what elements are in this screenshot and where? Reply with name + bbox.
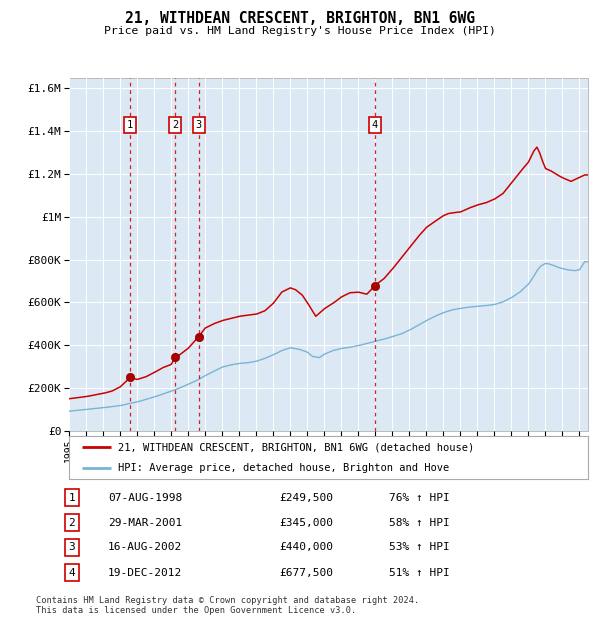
Text: £677,500: £677,500 — [279, 568, 333, 578]
Text: 3: 3 — [68, 542, 75, 552]
Text: 53% ↑ HPI: 53% ↑ HPI — [389, 542, 450, 552]
Text: 1: 1 — [127, 120, 133, 130]
Text: 4: 4 — [68, 568, 75, 578]
Text: This data is licensed under the Open Government Licence v3.0.: This data is licensed under the Open Gov… — [36, 606, 356, 616]
Text: 29-MAR-2001: 29-MAR-2001 — [108, 518, 182, 528]
Text: 2: 2 — [172, 120, 178, 130]
Text: 19-DEC-2012: 19-DEC-2012 — [108, 568, 182, 578]
Text: 51% ↑ HPI: 51% ↑ HPI — [389, 568, 450, 578]
Text: Price paid vs. HM Land Registry's House Price Index (HPI): Price paid vs. HM Land Registry's House … — [104, 26, 496, 36]
Text: HPI: Average price, detached house, Brighton and Hove: HPI: Average price, detached house, Brig… — [118, 463, 449, 473]
Text: £249,500: £249,500 — [279, 493, 333, 503]
Text: 4: 4 — [371, 120, 378, 130]
Text: Contains HM Land Registry data © Crown copyright and database right 2024.: Contains HM Land Registry data © Crown c… — [36, 596, 419, 606]
Text: 07-AUG-1998: 07-AUG-1998 — [108, 493, 182, 503]
Text: 3: 3 — [196, 120, 202, 130]
Text: 1: 1 — [68, 493, 75, 503]
Text: 58% ↑ HPI: 58% ↑ HPI — [389, 518, 450, 528]
Text: £345,000: £345,000 — [279, 518, 333, 528]
Text: 76% ↑ HPI: 76% ↑ HPI — [389, 493, 450, 503]
Text: 21, WITHDEAN CRESCENT, BRIGHTON, BN1 6WG: 21, WITHDEAN CRESCENT, BRIGHTON, BN1 6WG — [125, 11, 475, 26]
Text: 21, WITHDEAN CRESCENT, BRIGHTON, BN1 6WG (detached house): 21, WITHDEAN CRESCENT, BRIGHTON, BN1 6WG… — [118, 442, 475, 452]
Text: £440,000: £440,000 — [279, 542, 333, 552]
Text: 16-AUG-2002: 16-AUG-2002 — [108, 542, 182, 552]
Text: 2: 2 — [68, 518, 75, 528]
